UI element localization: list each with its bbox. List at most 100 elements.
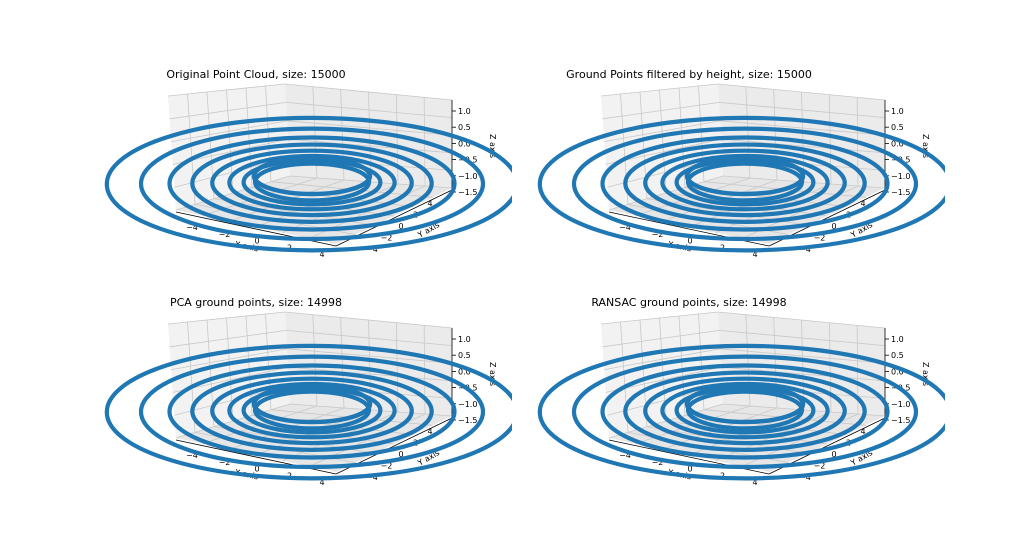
y-tick-label: 0 xyxy=(831,222,836,231)
point-ring xyxy=(190,142,434,224)
point-ring xyxy=(623,370,867,452)
point-ring xyxy=(138,126,486,242)
x-tick-label: −4 xyxy=(619,223,631,232)
grid-line xyxy=(828,322,832,413)
z-tick-label: −1.0 xyxy=(458,400,477,409)
point-ring xyxy=(167,135,457,232)
x-tick-label: 2 xyxy=(720,243,725,252)
point-ring xyxy=(104,343,512,481)
point-ring xyxy=(251,383,373,425)
z-axis-label: Z axis xyxy=(488,362,497,386)
x-tick-label: 4 xyxy=(319,478,324,487)
subplot-pca-ground-points: PCA ground points, size: 14998 −1.5 −1.0 −… xyxy=(0,228,512,500)
point-ring xyxy=(643,376,847,446)
x-tick-label: 2 xyxy=(287,471,292,480)
z-tick-label: 0.5 xyxy=(458,123,471,132)
z-tick-label: −1.5 xyxy=(458,416,477,425)
point-ring xyxy=(210,148,414,218)
point-ring xyxy=(600,363,890,460)
x-tick-label: 0 xyxy=(254,465,259,474)
subplot-title: RANSAC ground points, size: 14998 xyxy=(591,296,787,309)
grid-line xyxy=(828,94,832,185)
x-tick-label: 4 xyxy=(752,250,757,259)
point-ring xyxy=(643,148,847,218)
grid-line xyxy=(801,91,805,183)
z-tick-label: −1.0 xyxy=(891,400,910,409)
point-ring xyxy=(600,135,890,232)
z-tick-label: −1.5 xyxy=(891,416,910,425)
point-ring xyxy=(210,376,414,446)
z-tick-label: 0.0 xyxy=(891,139,904,148)
subplot-title: PCA ground points, size: 14998 xyxy=(169,296,343,309)
x-tick-label: 4 xyxy=(319,250,324,259)
x-tick-label: 0 xyxy=(687,465,692,474)
z-tick-label: 0.5 xyxy=(891,123,904,132)
subplot-title: Ground Points filtered by height, size: … xyxy=(566,68,812,81)
x-tick-label: −2 xyxy=(652,230,664,239)
y-tick-label: −2 xyxy=(814,234,826,243)
subplot-ransac-ground-points: RANSAC ground points, size: 14998 −1.5 −1… xyxy=(433,228,945,500)
subplot-original-point-cloud: Original Point Cloud, size: 15000 −1.5 −1… xyxy=(0,0,512,272)
point-ring xyxy=(190,370,434,452)
z-tick-label: 0.5 xyxy=(891,351,904,360)
grid-line xyxy=(395,322,399,413)
y-tick-label: 0 xyxy=(831,450,836,459)
z-axis-label: Z axis xyxy=(921,362,930,386)
y-tick-label: 4 xyxy=(860,427,865,436)
y-tick-label: −2 xyxy=(381,234,393,243)
y-tick-label: 4 xyxy=(860,199,865,208)
z-tick-label: 0.5 xyxy=(458,351,471,360)
point-ring xyxy=(571,354,919,470)
z-tick-label: −1.0 xyxy=(891,172,910,181)
z-tick-label: 0.0 xyxy=(891,367,904,376)
point-ring xyxy=(167,363,457,460)
point-ring xyxy=(537,343,945,481)
x-tick-label: −2 xyxy=(219,458,231,467)
x-tick-label: −2 xyxy=(219,230,231,239)
y-tick-label: −2 xyxy=(381,462,393,471)
x-tick-label: −2 xyxy=(652,458,664,467)
grid-line xyxy=(395,94,399,185)
point-ring xyxy=(623,142,867,224)
x-tick-label: 2 xyxy=(720,471,725,480)
point-ring xyxy=(684,155,806,197)
subplot-title: Original Point Cloud, size: 15000 xyxy=(166,68,346,81)
z-tick-label: 1.0 xyxy=(891,335,904,344)
y-tick-label: 0 xyxy=(398,450,403,459)
point-ring xyxy=(104,115,512,253)
z-tick-label: −1.5 xyxy=(458,188,477,197)
y-tick-label: −2 xyxy=(814,462,826,471)
x-tick-label: 4 xyxy=(752,478,757,487)
grid-line xyxy=(801,319,805,411)
x-tick-label: −4 xyxy=(186,451,198,460)
z-tick-label: 1.0 xyxy=(458,335,471,344)
x-tick-label: −4 xyxy=(186,223,198,232)
point-ring xyxy=(138,354,486,470)
x-tick-label: 0 xyxy=(254,237,259,246)
grid-line xyxy=(368,319,372,411)
x-tick-label: 0 xyxy=(687,237,692,246)
grid-line xyxy=(368,91,372,183)
point-ring xyxy=(537,115,945,253)
point-ring xyxy=(571,126,919,242)
z-tick-label: 0.0 xyxy=(458,367,471,376)
z-tick-label: 0.0 xyxy=(458,139,471,148)
point-ring xyxy=(251,155,373,197)
y-tick-label: 4 xyxy=(427,199,432,208)
z-tick-label: 1.0 xyxy=(458,107,471,116)
z-tick-label: −1.0 xyxy=(458,172,477,181)
x-tick-label: 2 xyxy=(287,243,292,252)
subplot-ground-points-height: Ground Points filtered by height, size: … xyxy=(433,0,945,272)
z-axis-label: Z axis xyxy=(488,134,497,158)
y-tick-label: 4 xyxy=(427,427,432,436)
z-tick-label: −1.5 xyxy=(891,188,910,197)
point-ring xyxy=(684,383,806,425)
y-tick-label: 0 xyxy=(398,222,403,231)
z-axis-label: Z axis xyxy=(921,134,930,158)
x-tick-label: −4 xyxy=(619,451,631,460)
